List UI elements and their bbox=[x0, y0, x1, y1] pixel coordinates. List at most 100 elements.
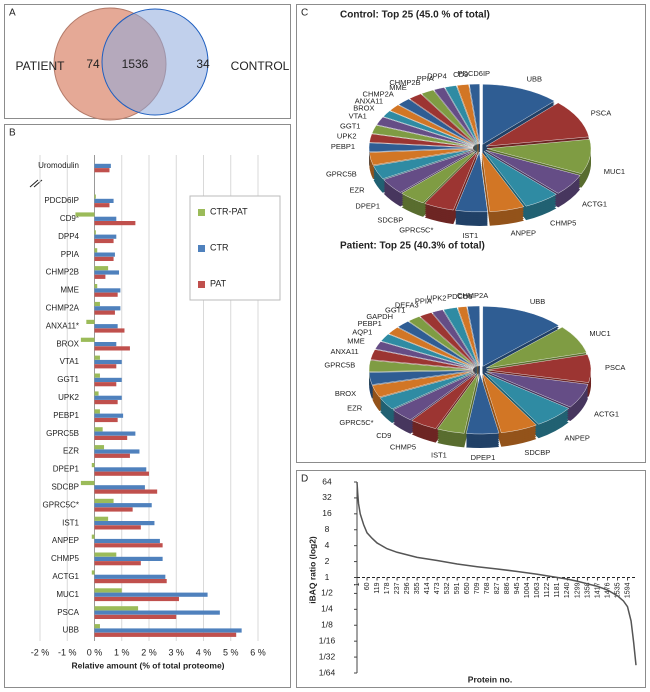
slice-label: DEFA3 bbox=[395, 301, 419, 310]
bar bbox=[94, 574, 166, 579]
bar bbox=[94, 449, 140, 454]
bar bbox=[94, 373, 100, 378]
slice-label: BROX bbox=[353, 103, 374, 112]
x-tick-label: 1535 bbox=[614, 582, 621, 598]
pie-slice bbox=[457, 306, 480, 367]
x-tick-label: 1594 bbox=[624, 582, 631, 598]
bar bbox=[94, 427, 103, 432]
y-tick-label: PSCA bbox=[57, 608, 79, 617]
bar bbox=[94, 163, 111, 168]
bar bbox=[94, 292, 118, 297]
slice-label: PEBP1 bbox=[331, 142, 355, 151]
region-count: 1536 bbox=[122, 57, 149, 71]
slice-label: DPEP1 bbox=[471, 453, 496, 462]
y-tick-label: EZR bbox=[63, 447, 79, 456]
bar bbox=[94, 168, 110, 173]
y-tick-label: 1/8 bbox=[321, 620, 333, 630]
y-tick-label: GGT1 bbox=[57, 375, 79, 384]
slice-label: EZR bbox=[347, 404, 363, 413]
x-tick-label: 1004 bbox=[524, 582, 531, 598]
slice-label: UPK2 bbox=[427, 294, 447, 303]
pie-slice bbox=[433, 87, 478, 145]
bar bbox=[94, 503, 152, 508]
y-tick-label: ANXA11* bbox=[46, 321, 79, 330]
pie-slice bbox=[368, 370, 474, 385]
pie-slice bbox=[370, 349, 474, 370]
y-tick-label: 2 bbox=[325, 556, 330, 566]
y-tick-label: 1/32 bbox=[319, 651, 336, 661]
slice-label: AQP1 bbox=[352, 327, 372, 336]
bar bbox=[94, 342, 117, 347]
bar bbox=[94, 284, 98, 289]
slice-label: GPRC5B bbox=[324, 360, 355, 369]
pie-slice bbox=[486, 371, 589, 408]
bar bbox=[94, 556, 163, 561]
slice-label: MME bbox=[389, 83, 407, 92]
bar bbox=[94, 355, 100, 360]
legend-swatch bbox=[198, 245, 205, 252]
bar bbox=[94, 552, 117, 557]
y-tick-label: 4 bbox=[325, 540, 330, 550]
x-tick-label: 414 bbox=[424, 582, 431, 594]
x-tick-label: 473 bbox=[434, 582, 441, 594]
bar bbox=[94, 270, 120, 275]
bar bbox=[94, 435, 128, 440]
bar bbox=[94, 400, 118, 405]
pie-slice bbox=[389, 104, 475, 146]
y-tick-label: DPEP1 bbox=[53, 465, 80, 474]
y-tick-label: BROX bbox=[56, 339, 79, 348]
slice-label: GGT1 bbox=[340, 121, 360, 130]
slice-label: UBB bbox=[530, 297, 545, 306]
bar bbox=[94, 395, 122, 400]
bar bbox=[91, 570, 95, 575]
bar bbox=[94, 588, 122, 593]
bar bbox=[94, 606, 139, 611]
x-tick-label: 1063 bbox=[534, 582, 541, 598]
region-count: 34 bbox=[196, 57, 210, 71]
slice-label: MUC1 bbox=[589, 329, 610, 338]
legend-label: CTR bbox=[210, 242, 229, 252]
bar bbox=[94, 382, 117, 387]
bar bbox=[94, 632, 237, 637]
pie-slice bbox=[379, 371, 475, 410]
slice-label: EZR bbox=[350, 185, 366, 194]
bar bbox=[94, 391, 99, 396]
slice-label: CHMP2A bbox=[363, 89, 394, 98]
slice-label: IST1 bbox=[431, 450, 447, 459]
slice-label: ANXA11 bbox=[331, 347, 359, 356]
x-tick-label: 650 bbox=[464, 582, 471, 594]
bar bbox=[94, 413, 124, 418]
y-tick-label: 1/64 bbox=[319, 667, 336, 677]
legend-swatch bbox=[198, 281, 205, 288]
y-tick-label: 1 bbox=[325, 572, 330, 582]
slice-label: DPP4 bbox=[427, 72, 447, 81]
bar bbox=[75, 212, 95, 217]
y-tick-label: CHMP2B bbox=[46, 268, 79, 277]
slice-label: IST1 bbox=[462, 231, 478, 240]
pie-slice bbox=[392, 372, 476, 421]
pie-slice bbox=[431, 309, 478, 367]
bar bbox=[94, 221, 136, 226]
x-tick-label: 178 bbox=[384, 582, 391, 594]
bar bbox=[94, 471, 149, 476]
y-tick-label: ACTG1 bbox=[52, 572, 79, 581]
bar bbox=[94, 538, 160, 544]
bar bbox=[94, 364, 117, 369]
bar bbox=[94, 624, 100, 629]
bar bbox=[94, 417, 118, 423]
slice-label: MUC1 bbox=[604, 167, 625, 176]
y-tick-label: DPP4 bbox=[58, 232, 79, 241]
set-label: CONTROL bbox=[231, 59, 290, 73]
y-axis-title: iBAQ ratio (log2) bbox=[307, 536, 317, 604]
slice-label: ACTG1 bbox=[594, 409, 619, 418]
bar bbox=[94, 592, 208, 597]
axis-break bbox=[29, 179, 43, 188]
x-tick-label: 532 bbox=[444, 582, 451, 594]
bar bbox=[94, 561, 141, 566]
x-tick-label: 119 bbox=[374, 582, 381, 593]
bar bbox=[94, 252, 115, 257]
y-tick-label: MUC1 bbox=[56, 590, 79, 599]
pie-slice bbox=[411, 373, 477, 429]
slice-label: ACTG1 bbox=[582, 200, 607, 209]
bar bbox=[94, 310, 115, 315]
